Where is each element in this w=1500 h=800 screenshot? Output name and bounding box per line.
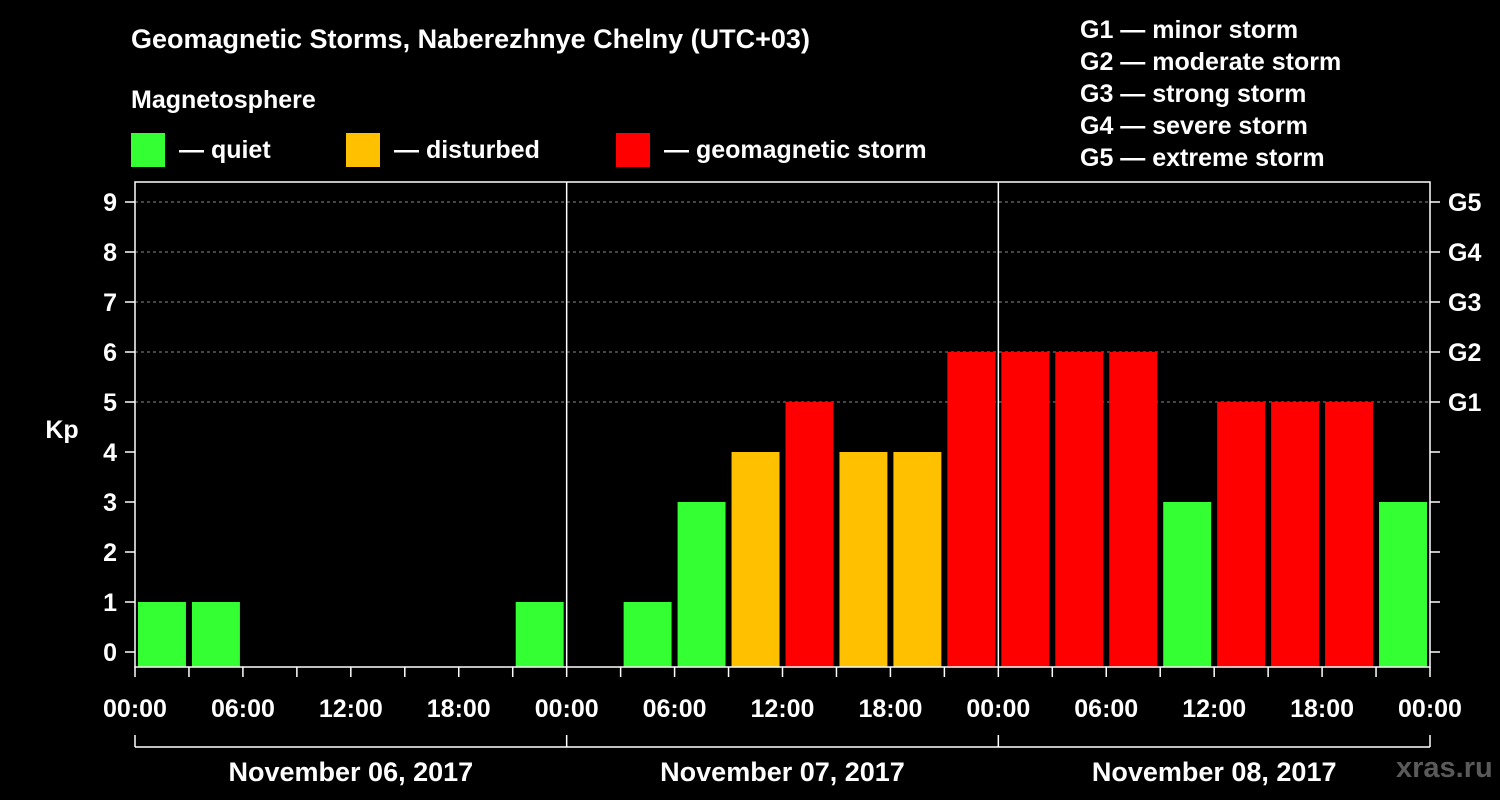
kp-bar bbox=[1217, 402, 1266, 667]
y-tick-label: 5 bbox=[103, 389, 117, 417]
storm-level-label: G1 bbox=[1448, 389, 1481, 417]
storm-scale-g4: G4 — severe storm bbox=[1080, 112, 1308, 140]
kp-bar bbox=[515, 602, 564, 667]
legend-storm-swatch bbox=[616, 133, 650, 167]
x-tick-label: 18:00 bbox=[427, 695, 491, 723]
y-tick-label: 7 bbox=[103, 289, 117, 317]
y-tick-label: 4 bbox=[103, 439, 117, 467]
y-tick-label: 1 bbox=[103, 589, 117, 617]
kp-bar bbox=[731, 452, 780, 667]
legend-disturbed-label: — disturbed bbox=[394, 135, 540, 164]
kp-bar bbox=[1055, 352, 1104, 667]
kp-bar bbox=[138, 602, 186, 667]
y-tick-label: 8 bbox=[103, 239, 117, 267]
legend-storm-label: — geomagnetic storm bbox=[664, 135, 927, 164]
storm-scale-g2: G2 — moderate storm bbox=[1080, 48, 1342, 76]
y-tick-label: 3 bbox=[103, 489, 117, 517]
storm-scale-g5: G5 — extreme storm bbox=[1080, 144, 1325, 172]
legend-disturbed-swatch bbox=[346, 133, 380, 167]
kp-bar bbox=[1271, 402, 1320, 667]
x-tick-label: 12:00 bbox=[751, 695, 815, 723]
storm-scale-g1: G1 — minor storm bbox=[1080, 16, 1299, 44]
kp-bar bbox=[1163, 502, 1212, 667]
legend-quiet-label: — quiet bbox=[179, 135, 271, 164]
x-tick-label: 00:00 bbox=[966, 695, 1030, 723]
x-tick-label: 18:00 bbox=[1290, 695, 1354, 723]
kp-bar bbox=[839, 452, 888, 667]
x-tick-label: 00:00 bbox=[103, 695, 167, 723]
x-tick-label: 06:00 bbox=[211, 695, 275, 723]
kp-bar bbox=[785, 402, 834, 667]
kp-bar bbox=[677, 502, 726, 667]
x-tick-label: 00:00 bbox=[1398, 695, 1462, 723]
y-axis-label: Kp bbox=[45, 416, 78, 444]
kp-bar bbox=[623, 602, 672, 667]
storm-level-label: G2 bbox=[1448, 339, 1481, 367]
kp-bar bbox=[1109, 352, 1158, 667]
y-tick-label: 0 bbox=[103, 639, 117, 667]
kp-bar bbox=[1001, 352, 1050, 667]
storm-scale-g3: G3 — strong storm bbox=[1080, 80, 1307, 108]
kp-bar bbox=[893, 452, 942, 667]
magnetosphere-label: Magnetosphere bbox=[131, 86, 316, 114]
legend-disturbed: — disturbed bbox=[346, 133, 540, 167]
storm-level-label: G4 bbox=[1448, 239, 1481, 267]
kp-bar bbox=[1379, 502, 1427, 667]
site-watermark: xras.ru bbox=[1396, 752, 1493, 784]
storm-level-label: G5 bbox=[1448, 189, 1481, 217]
y-tick-label: 6 bbox=[103, 339, 117, 367]
x-tick-label: 12:00 bbox=[319, 695, 383, 723]
y-tick-label: 2 bbox=[103, 539, 117, 567]
chart-title: Geomagnetic Storms, Naberezhnye Chelny (… bbox=[131, 24, 810, 54]
legend-storm: — geomagnetic storm bbox=[616, 133, 927, 167]
kp-bar bbox=[191, 602, 240, 667]
y-tick-label: 9 bbox=[103, 189, 117, 217]
storm-scale-legend: G1 — minor storm G2 — moderate storm G3 … bbox=[1080, 14, 1341, 174]
x-tick-label: 18:00 bbox=[858, 695, 922, 723]
x-tick-label: 06:00 bbox=[1074, 695, 1138, 723]
x-tick-label: 06:00 bbox=[643, 695, 707, 723]
legend-quiet-swatch bbox=[131, 133, 165, 167]
storm-level-label: G3 bbox=[1448, 289, 1481, 317]
legend-quiet: — quiet bbox=[131, 133, 271, 167]
day-label: November 07, 2017 bbox=[660, 757, 905, 787]
day-label: November 06, 2017 bbox=[229, 757, 474, 787]
x-tick-label: 00:00 bbox=[535, 695, 599, 723]
x-tick-label: 12:00 bbox=[1182, 695, 1246, 723]
kp-bar bbox=[1325, 402, 1374, 667]
day-label: November 08, 2017 bbox=[1092, 757, 1337, 787]
kp-bar bbox=[947, 352, 996, 667]
